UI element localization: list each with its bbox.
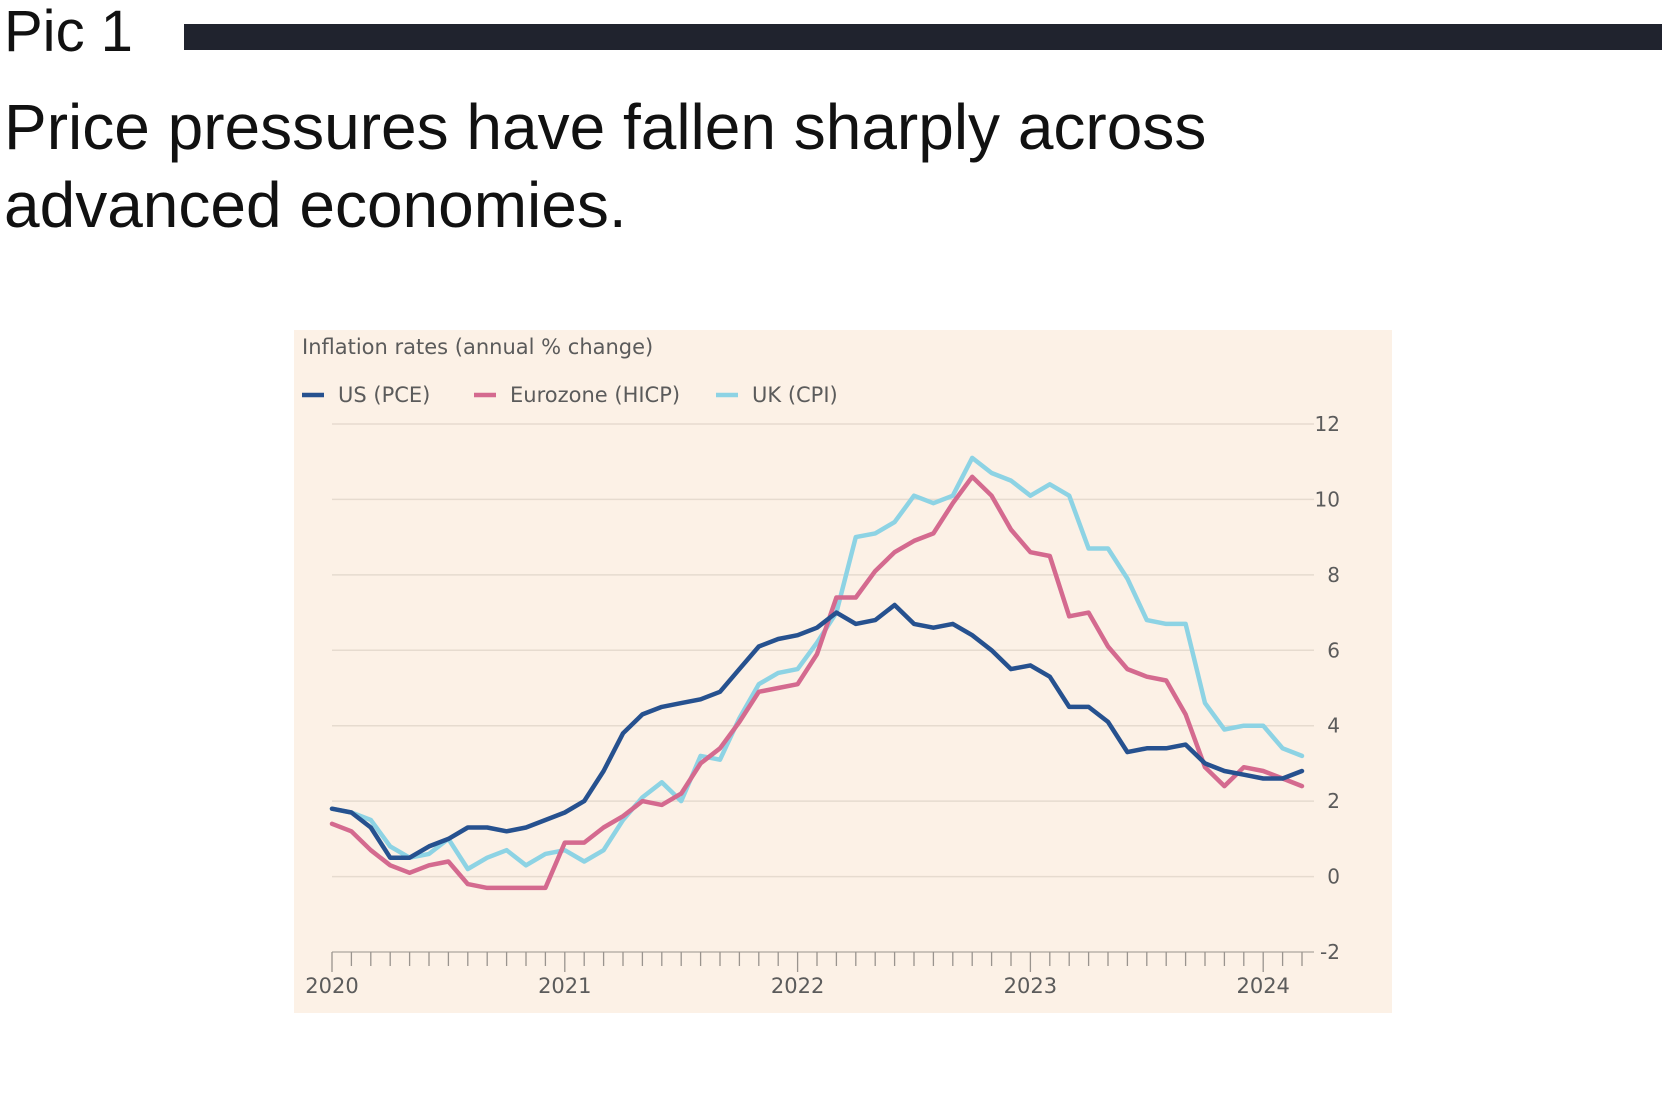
- y-tick-label: 12: [1315, 412, 1340, 436]
- x-tick-label: 2023: [1004, 974, 1057, 998]
- y-tick-label: 6: [1327, 638, 1340, 662]
- y-tick-label: 8: [1327, 563, 1340, 587]
- x-tick-label: 2022: [771, 974, 824, 998]
- line-chart: Inflation rates (annual % change) US (PC…: [302, 335, 1340, 998]
- y-axis: -2 0 2 4 6 8 10 12: [1315, 412, 1340, 964]
- x-axis: 2020 2021 2022 2023 2024: [305, 952, 1303, 998]
- series-lines: [329, 455, 1305, 891]
- chart-panel: Inflation rates (annual % change) US (PC…: [294, 330, 1392, 1013]
- y-tick-label: 4: [1327, 714, 1340, 738]
- legend-label: Eurozone (HICP): [510, 383, 680, 407]
- chart-title: Inflation rates (annual % change): [302, 335, 653, 359]
- y-tick-label: 2: [1327, 789, 1340, 813]
- y-tick-label: 0: [1327, 865, 1340, 889]
- headline: Price pressures have fallen sharply acro…: [4, 91, 1207, 241]
- legend-label: UK (CPI): [752, 383, 838, 407]
- header-bar: [184, 24, 1662, 50]
- series-line-eurozone-hicp: [329, 474, 1305, 891]
- x-tick-label: 2024: [1236, 974, 1289, 998]
- x-tick-label: 2020: [305, 974, 358, 998]
- x-tick-label: 2021: [538, 974, 591, 998]
- gridlines: [332, 423, 1314, 953]
- legend: US (PCE) Eurozone (HICP) UK (CPI): [302, 383, 838, 407]
- y-tick-label: -2: [1320, 940, 1340, 964]
- pic-label: Pic 1: [4, 0, 133, 64]
- legend-label: US (PCE): [338, 383, 430, 407]
- series-line-uk-cpi: [329, 455, 1305, 872]
- y-tick-label: 10: [1315, 487, 1340, 511]
- series-line-us-pce: [329, 602, 1305, 860]
